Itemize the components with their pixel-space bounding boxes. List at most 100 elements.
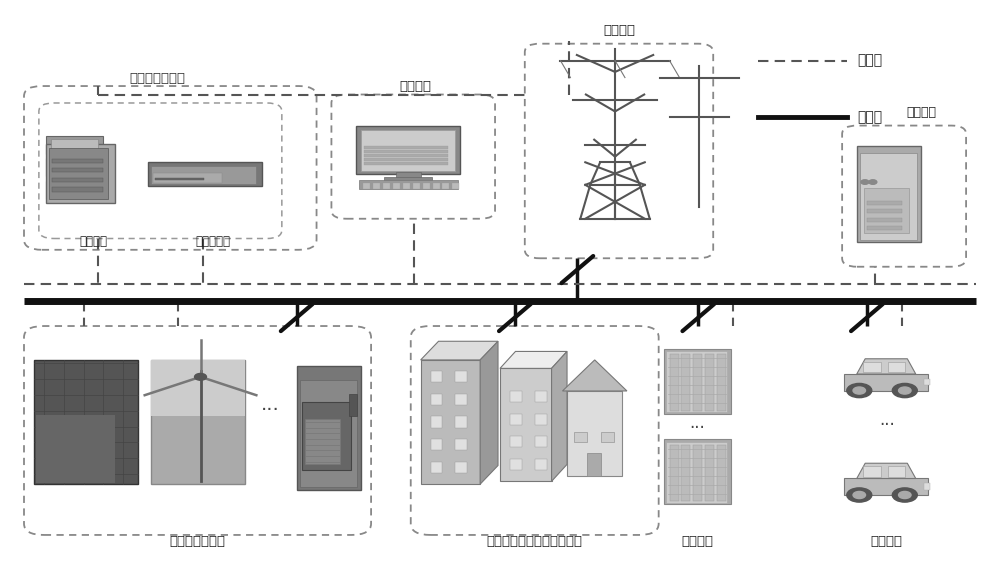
FancyBboxPatch shape bbox=[717, 445, 726, 501]
FancyBboxPatch shape bbox=[442, 183, 449, 189]
FancyBboxPatch shape bbox=[151, 166, 256, 185]
FancyBboxPatch shape bbox=[693, 354, 702, 411]
FancyBboxPatch shape bbox=[153, 173, 222, 183]
FancyBboxPatch shape bbox=[863, 362, 881, 372]
FancyBboxPatch shape bbox=[693, 445, 702, 501]
FancyBboxPatch shape bbox=[666, 442, 727, 503]
FancyBboxPatch shape bbox=[867, 218, 902, 222]
FancyBboxPatch shape bbox=[888, 466, 905, 477]
Text: 调控中心: 调控中心 bbox=[400, 80, 432, 93]
FancyBboxPatch shape bbox=[705, 354, 714, 411]
FancyBboxPatch shape bbox=[455, 371, 467, 383]
FancyBboxPatch shape bbox=[535, 459, 547, 470]
Polygon shape bbox=[857, 359, 916, 374]
FancyBboxPatch shape bbox=[356, 125, 460, 174]
FancyBboxPatch shape bbox=[302, 402, 351, 470]
FancyBboxPatch shape bbox=[396, 172, 421, 178]
FancyBboxPatch shape bbox=[452, 183, 459, 189]
Circle shape bbox=[861, 180, 869, 185]
Text: 能量流: 能量流 bbox=[857, 110, 882, 124]
FancyBboxPatch shape bbox=[364, 162, 448, 164]
FancyBboxPatch shape bbox=[52, 159, 103, 163]
FancyBboxPatch shape bbox=[297, 366, 361, 490]
FancyBboxPatch shape bbox=[681, 445, 690, 501]
FancyBboxPatch shape bbox=[155, 178, 204, 180]
Text: 分布式发电单元: 分布式发电单元 bbox=[170, 535, 226, 548]
Circle shape bbox=[869, 180, 877, 185]
FancyBboxPatch shape bbox=[364, 151, 448, 152]
Text: 负荷：工业、商业、居民等: 负荷：工业、商业、居民等 bbox=[487, 535, 583, 548]
FancyBboxPatch shape bbox=[431, 417, 442, 427]
FancyBboxPatch shape bbox=[844, 478, 928, 495]
FancyBboxPatch shape bbox=[364, 154, 448, 156]
FancyBboxPatch shape bbox=[52, 168, 103, 172]
Polygon shape bbox=[857, 463, 916, 478]
FancyBboxPatch shape bbox=[433, 183, 440, 189]
FancyBboxPatch shape bbox=[305, 419, 340, 464]
Text: 外部电网: 外部电网 bbox=[603, 24, 635, 37]
Text: 能量管理: 能量管理 bbox=[79, 235, 107, 248]
FancyBboxPatch shape bbox=[46, 158, 103, 176]
Text: 能量管理子系统: 能量管理子系统 bbox=[130, 72, 186, 85]
Polygon shape bbox=[562, 360, 627, 391]
Text: ···: ··· bbox=[261, 401, 279, 420]
FancyBboxPatch shape bbox=[587, 453, 601, 476]
FancyBboxPatch shape bbox=[670, 445, 679, 501]
Polygon shape bbox=[421, 342, 498, 360]
FancyBboxPatch shape bbox=[148, 162, 262, 186]
FancyBboxPatch shape bbox=[567, 391, 622, 476]
Circle shape bbox=[853, 387, 866, 394]
FancyBboxPatch shape bbox=[867, 201, 902, 205]
FancyBboxPatch shape bbox=[510, 436, 522, 448]
FancyBboxPatch shape bbox=[867, 209, 902, 213]
FancyBboxPatch shape bbox=[717, 354, 726, 411]
FancyBboxPatch shape bbox=[431, 394, 442, 405]
Text: ···: ··· bbox=[879, 416, 895, 434]
FancyBboxPatch shape bbox=[383, 183, 390, 189]
Polygon shape bbox=[552, 351, 567, 481]
Text: 储能系统: 储能系统 bbox=[681, 535, 713, 548]
FancyBboxPatch shape bbox=[49, 148, 108, 199]
FancyBboxPatch shape bbox=[52, 178, 103, 182]
Polygon shape bbox=[500, 351, 567, 368]
FancyBboxPatch shape bbox=[888, 362, 905, 372]
FancyBboxPatch shape bbox=[844, 374, 928, 391]
Circle shape bbox=[892, 383, 917, 398]
FancyBboxPatch shape bbox=[413, 183, 420, 189]
FancyBboxPatch shape bbox=[359, 180, 458, 190]
Circle shape bbox=[195, 374, 206, 380]
FancyBboxPatch shape bbox=[860, 152, 917, 240]
FancyBboxPatch shape bbox=[151, 360, 245, 484]
FancyBboxPatch shape bbox=[455, 394, 467, 405]
FancyBboxPatch shape bbox=[431, 439, 442, 450]
FancyBboxPatch shape bbox=[363, 183, 370, 189]
FancyBboxPatch shape bbox=[924, 379, 930, 386]
FancyBboxPatch shape bbox=[46, 136, 103, 154]
Circle shape bbox=[847, 488, 872, 502]
FancyBboxPatch shape bbox=[666, 351, 727, 413]
FancyBboxPatch shape bbox=[664, 348, 731, 414]
FancyBboxPatch shape bbox=[51, 139, 98, 151]
Circle shape bbox=[899, 492, 911, 499]
FancyBboxPatch shape bbox=[455, 461, 467, 473]
FancyBboxPatch shape bbox=[421, 360, 480, 484]
FancyBboxPatch shape bbox=[924, 483, 930, 490]
FancyBboxPatch shape bbox=[857, 147, 921, 242]
FancyBboxPatch shape bbox=[403, 183, 410, 189]
FancyBboxPatch shape bbox=[46, 181, 103, 199]
FancyBboxPatch shape bbox=[46, 144, 115, 203]
FancyBboxPatch shape bbox=[863, 466, 881, 477]
FancyBboxPatch shape bbox=[500, 368, 552, 481]
FancyBboxPatch shape bbox=[535, 414, 547, 425]
FancyBboxPatch shape bbox=[52, 187, 103, 191]
FancyBboxPatch shape bbox=[535, 391, 547, 402]
FancyBboxPatch shape bbox=[393, 183, 400, 189]
FancyBboxPatch shape bbox=[510, 391, 522, 402]
FancyBboxPatch shape bbox=[364, 147, 448, 149]
FancyBboxPatch shape bbox=[51, 184, 98, 196]
FancyBboxPatch shape bbox=[664, 439, 731, 504]
FancyBboxPatch shape bbox=[574, 431, 587, 442]
FancyBboxPatch shape bbox=[510, 414, 522, 425]
Text: 通讯控制器: 通讯控制器 bbox=[195, 235, 230, 248]
FancyBboxPatch shape bbox=[864, 188, 909, 233]
